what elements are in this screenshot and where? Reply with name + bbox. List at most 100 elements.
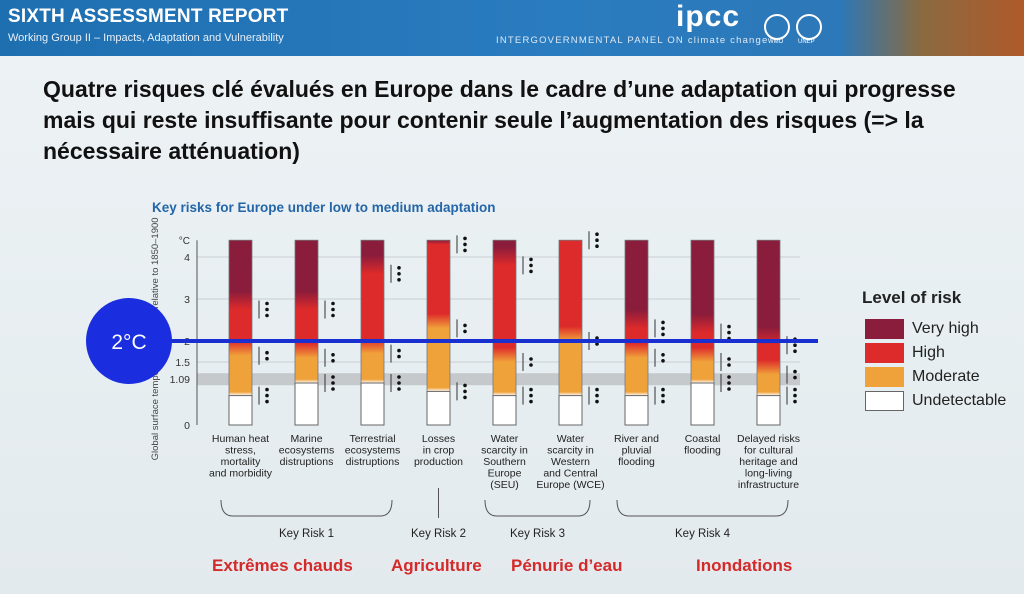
risk-bar-undetectable bbox=[294, 382, 319, 426]
group-label: Key Risk 4 bbox=[675, 528, 731, 540]
topic-label-water-shortage: Pénurie d’eau bbox=[511, 556, 623, 575]
confidence-dot bbox=[727, 375, 731, 379]
confidence-dot bbox=[397, 354, 401, 359]
confidence-dot bbox=[595, 244, 599, 248]
category-label: Coastal bbox=[685, 433, 721, 445]
category-label: for cultural bbox=[744, 445, 793, 457]
category-label: Water bbox=[557, 433, 585, 445]
risk-bar-undetectable bbox=[558, 395, 583, 426]
confidence-dot bbox=[595, 342, 599, 346]
y-tick-label: 3 bbox=[184, 294, 190, 306]
topic-label-agriculture: Agriculture bbox=[391, 556, 482, 575]
confidence-dot bbox=[331, 381, 335, 385]
confidence-dot bbox=[595, 387, 599, 392]
legend-label-very-high: Very high bbox=[912, 320, 979, 337]
confidence-dot bbox=[661, 320, 665, 325]
two-degree-badge-label: 2°C bbox=[111, 331, 146, 354]
y-tick-label: 1.09 bbox=[170, 374, 191, 386]
category-label: River and bbox=[614, 433, 659, 445]
confidence-dot bbox=[727, 357, 731, 361]
confidence-dot bbox=[529, 399, 533, 404]
risk-bar-undetectable bbox=[756, 395, 781, 426]
group-label: Key Risk 3 bbox=[510, 528, 565, 540]
confidence-dot bbox=[793, 369, 797, 374]
confidence-dot bbox=[595, 232, 599, 236]
legend-item-very-high: Very high bbox=[865, 318, 979, 340]
confidence-dot bbox=[463, 236, 467, 241]
confidence-dot bbox=[265, 393, 269, 398]
report-title: SIXTH ASSESSMENT REPORT bbox=[8, 6, 289, 27]
confidence-dot bbox=[661, 326, 665, 331]
confidence-dot bbox=[595, 238, 599, 242]
confidence-dot bbox=[529, 269, 533, 274]
confidence-dot bbox=[265, 350, 269, 355]
confidence-dot bbox=[331, 313, 335, 318]
two-degree-badge bbox=[86, 298, 172, 384]
category-label: distruptions bbox=[346, 456, 400, 468]
group-bracket bbox=[484, 499, 591, 517]
category-label: Water bbox=[491, 433, 519, 445]
confidence-dot bbox=[331, 359, 335, 363]
legend-label-undetectable: Undetectable bbox=[912, 392, 1007, 409]
confidence-dot bbox=[595, 336, 599, 340]
category-label: and Central bbox=[543, 468, 597, 480]
category-label: production bbox=[414, 456, 463, 468]
risk-bar-undetectable bbox=[492, 395, 517, 426]
risk-bar bbox=[624, 239, 649, 426]
confidence-dot bbox=[661, 332, 665, 337]
confidence-dot bbox=[727, 381, 731, 385]
category-label: Human heat bbox=[212, 433, 269, 445]
confidence-dot bbox=[661, 387, 665, 392]
category-label: Losses bbox=[422, 433, 455, 445]
confidence-dot bbox=[265, 387, 269, 392]
confidence-dot bbox=[463, 389, 467, 394]
confidence-dot bbox=[397, 278, 401, 282]
confidence-dot bbox=[397, 272, 401, 276]
confidence-dot bbox=[397, 381, 401, 385]
confidence-dot bbox=[265, 301, 269, 306]
legend-item-high: High bbox=[865, 342, 945, 364]
category-label: stress, bbox=[225, 445, 256, 457]
risk-bar bbox=[228, 239, 253, 426]
confidence-dot bbox=[661, 399, 665, 404]
ipcc-tagline: INTERGOVERNMENTAL PANEL ON climate chang… bbox=[496, 35, 769, 46]
confidence-dot bbox=[529, 357, 533, 361]
confidence-dot bbox=[793, 343, 797, 348]
category-label: Delayed risks bbox=[737, 433, 800, 445]
category-label: distruptions bbox=[280, 456, 334, 468]
y-tick-label: 0 bbox=[184, 420, 190, 432]
confidence-dot bbox=[463, 383, 467, 388]
confidence-dot bbox=[661, 393, 665, 398]
unep-label: UNEP bbox=[798, 39, 815, 45]
confidence-dot bbox=[529, 363, 533, 367]
topic-label-floods: Inondations bbox=[696, 556, 793, 575]
chart-title: Key risks for Europe under low to medium… bbox=[152, 200, 496, 215]
group-bracket bbox=[220, 499, 393, 517]
legend-item-moderate: Moderate bbox=[865, 366, 980, 388]
category-label: Western bbox=[551, 456, 590, 468]
category-label: Europe (WCE) bbox=[536, 479, 604, 491]
legend-label-high: High bbox=[912, 344, 945, 361]
confidence-dot bbox=[661, 353, 665, 357]
slide-title: Quatre risques clé évalués en Europe dan… bbox=[43, 76, 956, 164]
y-tick-label: 1.5 bbox=[175, 357, 190, 369]
risk-bar bbox=[558, 239, 583, 426]
confidence-dot bbox=[265, 313, 269, 318]
confidence-dot bbox=[727, 324, 731, 329]
group-label: Key Risk 1 bbox=[279, 528, 334, 540]
risk-bar-undetectable bbox=[228, 395, 253, 426]
confidence-dot bbox=[463, 395, 467, 400]
risk-bar-undetectable bbox=[360, 382, 385, 426]
confidence-dot bbox=[463, 242, 467, 247]
category-label: mortality bbox=[221, 456, 261, 468]
category-label: pluvial bbox=[622, 445, 652, 457]
confidence-dot bbox=[595, 399, 599, 404]
risk-bar-undetectable bbox=[690, 382, 715, 426]
legend-item-undetectable: Undetectable bbox=[865, 390, 1006, 412]
confidence-dot bbox=[793, 399, 797, 404]
category-label: heritage and bbox=[739, 456, 798, 468]
legend-swatch-moderate bbox=[865, 367, 904, 387]
confidence-dot bbox=[793, 393, 797, 398]
risk-bar-undetectable bbox=[426, 390, 451, 426]
